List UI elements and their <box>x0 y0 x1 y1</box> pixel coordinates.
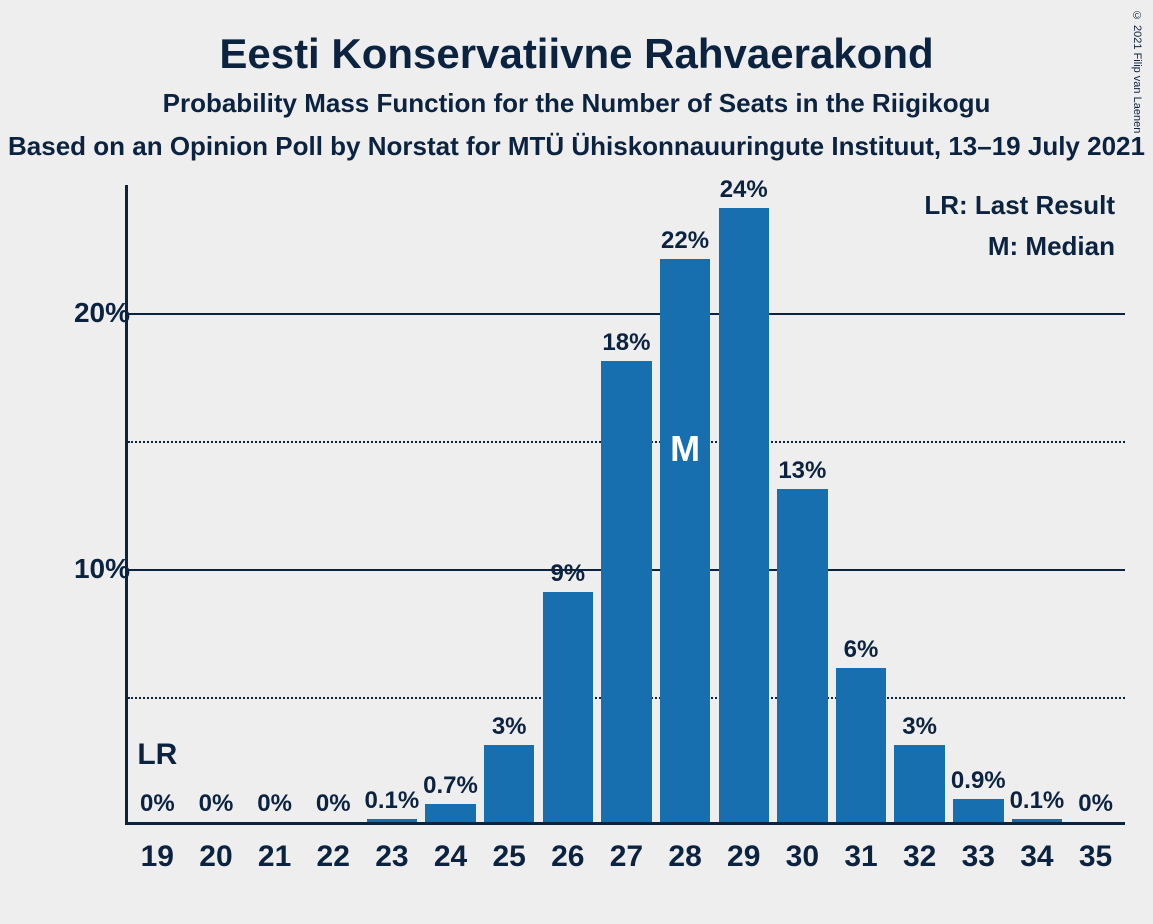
bar-value-label: 0% <box>316 790 351 818</box>
xtick-label: 23 <box>375 840 408 874</box>
copyright-text: © 2021 Filip van Laenen <box>1131 10 1143 133</box>
bar-slot: 0.1%34 <box>1008 185 1067 822</box>
bar-slot: 3%25 <box>480 185 539 822</box>
bar-value-label: 9% <box>550 560 585 588</box>
bar-value-label: 0% <box>140 790 175 818</box>
bar-slot: 22%M28 <box>656 185 715 822</box>
bar-value-label: 6% <box>844 636 879 664</box>
plot-area: LR: Last Result M: Median 0%LR190%200%21… <box>125 185 1125 825</box>
bar: 9% <box>543 592 593 822</box>
bar-value-label: 0% <box>199 790 234 818</box>
xtick-label: 34 <box>1020 840 1053 874</box>
xtick-label: 32 <box>903 840 936 874</box>
xtick-label: 33 <box>962 840 995 874</box>
bar-slot: 0.1%23 <box>363 185 422 822</box>
xtick-label: 25 <box>492 840 525 874</box>
bar-value-label: 0.7% <box>423 772 478 800</box>
bar-value-label: 0% <box>257 790 292 818</box>
bar-slot: 24%29 <box>714 185 773 822</box>
chart-title: Eesti Konservatiivne Rahvaerakond <box>0 0 1153 78</box>
chart-subtitle-1: Probability Mass Function for the Number… <box>0 88 1153 119</box>
xtick-label: 35 <box>1079 840 1112 874</box>
bar: 0.1% <box>367 819 417 822</box>
bar: 18% <box>601 361 651 822</box>
bar-value-label: 0.9% <box>951 767 1006 795</box>
bar-slot: 0%35 <box>1066 185 1125 822</box>
xtick-label: 24 <box>434 840 467 874</box>
bar-slot: 9%26 <box>538 185 597 822</box>
xtick-label: 31 <box>844 840 877 874</box>
bar-value-label: 18% <box>602 329 650 357</box>
median-marker: M <box>670 428 700 470</box>
bar-slot: 0%21 <box>245 185 304 822</box>
bar-value-label: 3% <box>902 713 937 741</box>
ytick-label: 20% <box>50 297 130 329</box>
bar-value-label: 22% <box>661 227 709 255</box>
bars-group: 0%LR190%200%210%220.1%230.7%243%259%2618… <box>128 185 1125 822</box>
bar-slot: 0%LR19 <box>128 185 187 822</box>
bar-value-label: 0.1% <box>1010 787 1065 815</box>
bar-slot: 0%22 <box>304 185 363 822</box>
xtick-label: 22 <box>317 840 350 874</box>
bar-value-label: 24% <box>720 176 768 204</box>
bar: 3% <box>894 745 944 822</box>
bar: 0.9% <box>953 799 1003 822</box>
chart-container: LR: Last Result M: Median 0%LR190%200%21… <box>50 185 1140 915</box>
chart-subtitle-2: Based on an Opinion Poll by Norstat for … <box>0 131 1153 162</box>
xtick-label: 27 <box>610 840 643 874</box>
xtick-label: 26 <box>551 840 584 874</box>
bar: 22%M <box>660 259 710 822</box>
bar-slot: 0%20 <box>187 185 246 822</box>
lr-marker: LR <box>137 738 177 772</box>
bar-value-label: 3% <box>492 713 527 741</box>
xtick-label: 20 <box>199 840 232 874</box>
bar: 0.1% <box>1012 819 1062 822</box>
xtick-label: 21 <box>258 840 291 874</box>
bar: 0.7% <box>425 804 475 822</box>
bar: 3% <box>484 745 534 822</box>
bar-value-label: 0% <box>1078 790 1113 818</box>
xtick-label: 28 <box>668 840 701 874</box>
bar-slot: 0.7%24 <box>421 185 480 822</box>
bar: 13% <box>777 489 827 822</box>
bar-slot: 6%31 <box>832 185 891 822</box>
bar-slot: 18%27 <box>597 185 656 822</box>
bar-slot: 0.9%33 <box>949 185 1008 822</box>
bar: 24% <box>719 208 769 822</box>
bar-value-label: 13% <box>778 457 826 485</box>
xtick-label: 30 <box>786 840 819 874</box>
bar-slot: 13%30 <box>773 185 832 822</box>
xtick-label: 29 <box>727 840 760 874</box>
ytick-label: 10% <box>50 553 130 585</box>
bar-slot: 3%32 <box>890 185 949 822</box>
xtick-label: 19 <box>141 840 174 874</box>
bar-value-label: 0.1% <box>365 787 420 815</box>
bar: 6% <box>836 668 886 822</box>
